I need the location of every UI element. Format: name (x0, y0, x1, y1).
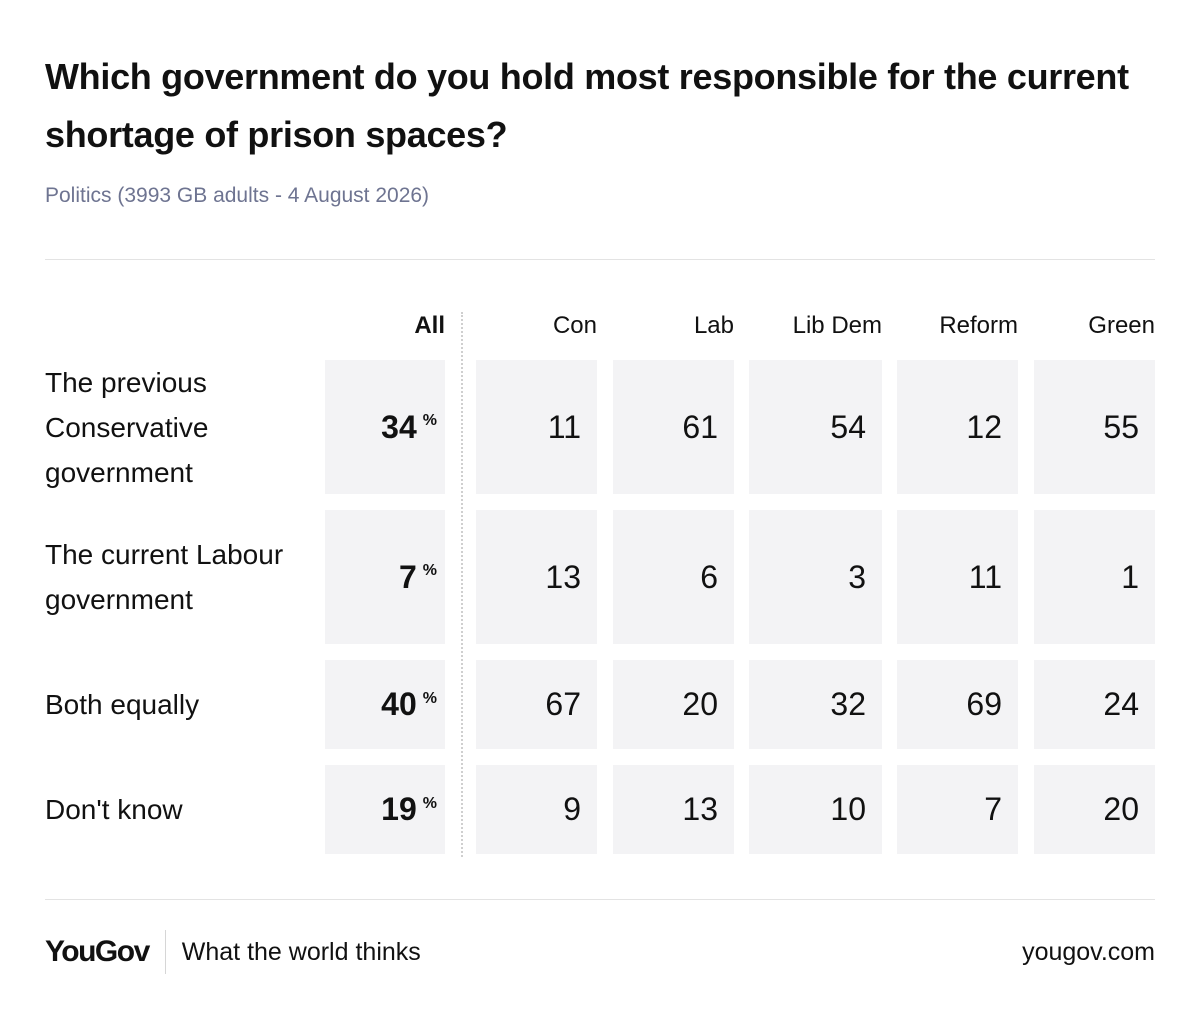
top-divider (45, 259, 1155, 260)
cell-all: 34% (325, 360, 445, 494)
cell-con: 67 (476, 660, 597, 749)
cell-lab: 13 (613, 765, 734, 854)
cell-all: 40% (325, 660, 445, 749)
cell-lib-dem: 32 (749, 660, 882, 749)
cell-all-value: 40 (381, 686, 417, 722)
row-label: Both equally (45, 689, 200, 720)
cell-all-value: 19 (381, 791, 417, 827)
cell-reform: 11 (897, 510, 1018, 644)
all-column-divider (461, 312, 463, 857)
cell-lab: 20 (613, 660, 734, 749)
cell-lab: 61 (613, 360, 734, 494)
column-header-con: Con (552, 312, 597, 339)
percent-sign: % (422, 562, 437, 579)
cell-lib-dem: 54 (749, 360, 882, 494)
cell-reform: 69 (897, 660, 1018, 749)
cell-all: 7% (325, 510, 445, 644)
row-label: Don't know (45, 794, 183, 825)
row-label: The previous Conservative government (45, 366, 209, 488)
cell-all-value: 7 (398, 558, 417, 595)
cell-reform: 7 (897, 765, 1018, 854)
cell-green: 55 (1034, 360, 1155, 494)
footer-brand: YouGov What the world thinks (45, 930, 421, 974)
cell-all: 19% (325, 765, 445, 854)
chart-title: Which government do you hold most respon… (45, 56, 1129, 155)
cell-lib-dem: 3 (749, 510, 882, 644)
cell-green: 20 (1034, 765, 1155, 854)
yougov-logo: YouGov (45, 930, 166, 974)
cell-green: 1 (1034, 510, 1155, 644)
column-header-lab: Lab (693, 312, 734, 339)
cell-reform: 12 (897, 360, 1018, 494)
cell-con: 11 (476, 360, 597, 494)
percent-sign: % (422, 794, 437, 812)
cell-con: 9 (476, 765, 597, 854)
cell-con: 13 (476, 510, 597, 644)
cell-all-value: 34 (381, 408, 417, 445)
bottom-divider (45, 899, 1155, 900)
cell-lab: 6 (613, 510, 734, 644)
percent-sign: % (422, 689, 437, 707)
column-header-reform: Reform (939, 312, 1018, 339)
column-header-all: All (414, 312, 445, 339)
chart-subtitle: Politics (3993 GB adults - 4 August 2026… (45, 184, 430, 207)
row-label: The current Labour government (45, 539, 284, 615)
percent-sign: % (422, 412, 437, 429)
cell-green: 24 (1034, 660, 1155, 749)
column-header-green: Green (1088, 312, 1155, 339)
footer-tagline: What the world thinks (181, 937, 421, 966)
column-header-lib-dem: Lib Dem (792, 312, 882, 339)
cell-lib-dem: 10 (749, 765, 882, 854)
footer-site-link[interactable]: yougov.com (1022, 938, 1155, 966)
